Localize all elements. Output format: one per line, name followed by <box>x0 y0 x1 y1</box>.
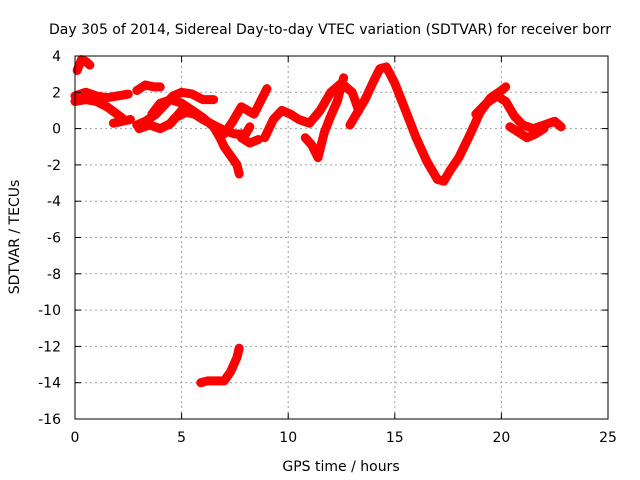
trace-arc-3 <box>70 95 127 123</box>
x-tick-label: 5 <box>177 430 186 446</box>
trace-arc-10 <box>219 84 272 139</box>
data-traces <box>70 55 566 388</box>
y-tick-label: -16 <box>38 412 61 428</box>
x-tick-label: 25 <box>599 430 617 446</box>
y-tick-label: -14 <box>38 376 61 392</box>
x-tick-label: 20 <box>492 430 510 446</box>
trace-arc-14 <box>345 62 511 186</box>
y-tick-label: -10 <box>38 303 61 319</box>
trace-arc-5 <box>132 80 165 95</box>
trace-arc-17 <box>196 343 244 388</box>
grid <box>75 56 608 419</box>
x-tick-label: 0 <box>71 430 80 446</box>
y-tick-label: -12 <box>38 339 61 355</box>
y-axis-label: SDTVAR / TECUs <box>7 180 23 295</box>
trace-arc-13 <box>300 73 349 163</box>
trace-arc-4 <box>108 115 135 128</box>
y-tick-label: -6 <box>47 231 61 247</box>
x-tick-label: 10 <box>279 430 297 446</box>
trace-arc-1 <box>72 55 95 75</box>
y-tick-label: 4 <box>52 49 61 65</box>
chart-title: Day 305 of 2014, Sidereal Day-to-day VTE… <box>49 22 611 38</box>
trace-arc-15 <box>471 91 566 134</box>
y-tick-label: -4 <box>47 194 61 210</box>
y-tick-label: 2 <box>52 85 61 101</box>
x-axis-label: GPS time / hours <box>282 459 399 475</box>
y-tick-label: -2 <box>47 158 61 174</box>
x-tick-label: 15 <box>386 430 404 446</box>
y-tick-label: -8 <box>47 267 61 283</box>
y-tick-label: 0 <box>52 122 61 138</box>
trace-arc-16 <box>505 122 549 143</box>
trace-arc-2 <box>70 87 133 103</box>
trace-arc-11 <box>236 133 263 148</box>
